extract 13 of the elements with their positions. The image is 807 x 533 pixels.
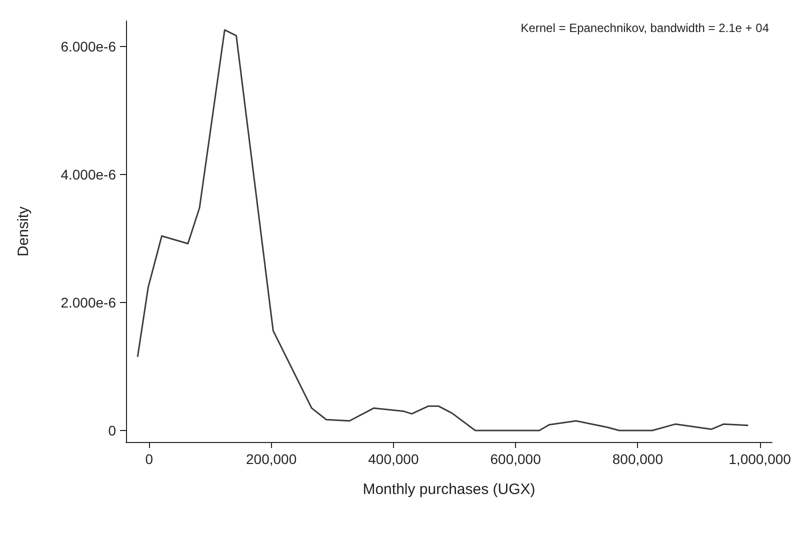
x-tick-label: 200,000 (246, 451, 297, 467)
x-tick-label: 600,000 (490, 451, 542, 467)
x-axis-title: Monthly purchases (UGX) (362, 481, 536, 498)
y-tick-label: 2.000e-6 (60, 294, 116, 311)
y-tick-label: 4.000e-6 (60, 166, 116, 183)
x-tick-label: 0 (145, 451, 154, 467)
x-tick-label: 800,000 (612, 451, 664, 467)
x-tick-label: 400,000 (368, 451, 419, 467)
x-tick-label: 1,000,000 (728, 451, 792, 467)
y-axis-title: Density (15, 206, 32, 257)
y-tick-label: 6.000e-6 (60, 38, 116, 55)
y-tick-label: 0 (108, 422, 116, 438)
annotation: Kernel = Epanechnikov, bandwidth = 2.1e + 04 (520, 21, 770, 35)
